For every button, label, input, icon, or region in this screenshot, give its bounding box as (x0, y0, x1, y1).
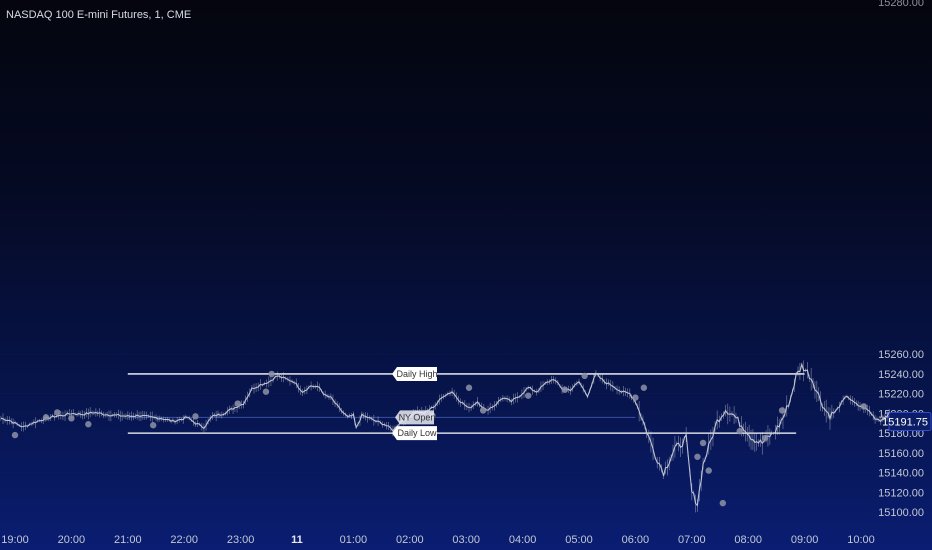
marker-dot (68, 415, 75, 422)
marker-dot (234, 400, 241, 407)
time-tick-label: 01:00 (340, 534, 368, 546)
current-price-tag (888, 412, 932, 432)
marker-dot (719, 499, 727, 507)
price-tick-label: 15160.00 (878, 448, 924, 460)
marker-dot (11, 431, 19, 439)
level-lines (127, 373, 805, 434)
price-tick-label: 15260.00 (878, 349, 924, 361)
markers (11, 370, 868, 507)
level-tag: Daily High (392, 366, 438, 381)
time-tick-label: 22:00 (170, 534, 198, 546)
marker-dot (85, 421, 92, 428)
level-tags: Daily High NY Open Daily Low (392, 366, 438, 441)
marker-dot (525, 392, 532, 399)
price-tick-label: 15100.00 (878, 507, 924, 519)
level-tag-label: Daily High (396, 369, 437, 379)
time-tick-label: 23:00 (227, 534, 255, 546)
time-tick-label: 21:00 (114, 534, 142, 546)
marker-dot (192, 413, 199, 420)
level-tag: NY Open (395, 410, 436, 425)
marker-dot (262, 388, 270, 395)
marker-dot (778, 407, 786, 414)
time-tick-label: 09:00 (791, 534, 819, 546)
time-tick-label: 04:00 (509, 534, 537, 546)
time-tick-label: 06:00 (622, 534, 650, 546)
level-tag-box (392, 426, 437, 441)
marker-dot (581, 372, 588, 380)
price-tick-label: 15140.00 (878, 468, 924, 480)
time-tick-label: 03:00 (452, 534, 480, 546)
marker-dot (561, 386, 569, 393)
marker-dot (479, 407, 487, 414)
marker-dot (149, 422, 157, 429)
level-tag-box (395, 410, 434, 425)
marker-dot (699, 439, 707, 447)
marker-dot (860, 403, 868, 410)
level-tag: Daily Low (392, 426, 437, 441)
time-tick-label: 08:00 (734, 534, 762, 546)
price-tick-label: 15220.00 (878, 389, 924, 401)
marker-dot (761, 434, 769, 442)
marker-dot (705, 467, 712, 474)
time-tick-label: 05:00 (565, 534, 593, 546)
price-tick-label: 15120.00 (878, 487, 924, 499)
marker-dot (640, 384, 648, 391)
marker-dot (54, 409, 61, 416)
level-tag-label: NY Open (399, 412, 436, 422)
time-tick-label: 11 (291, 534, 303, 546)
marker-dot (465, 384, 473, 391)
marker-dot (632, 394, 639, 401)
time-tick-label: 20:00 (58, 534, 86, 546)
marker-dot (694, 453, 701, 460)
marker-dot (268, 370, 275, 378)
current-price-label: 15191.75 (882, 417, 928, 429)
time-axis[interactable]: 19:00 20:00 21:00 22:00 23:00 11 01:00 02:00 03:… (1, 534, 875, 546)
time-tick-label: 19:00 (1, 534, 29, 546)
current-price-group: 15191.75 (882, 412, 932, 432)
time-tick-label: 07:00 (678, 534, 706, 546)
price-line (0, 362, 896, 507)
level-tag-label: Daily Low (397, 428, 437, 438)
level-tag-box (392, 366, 437, 381)
time-tick-label: 02:00 (396, 534, 424, 546)
price-tick-label-top: 15280.00 (878, 0, 924, 9)
time-tick-label: 10:00 (847, 534, 875, 546)
price-series (0, 360, 896, 513)
price-tick-label: 15180.00 (878, 428, 924, 440)
marker-dot (736, 427, 743, 435)
chart-title: NASDAQ 100 E-mini Futures, 1, CME (6, 9, 192, 21)
marker-dot (42, 414, 50, 421)
price-tick-label: 15240.00 (878, 369, 924, 381)
price-axis[interactable]: 15260.0015240.0015220.0015200.0015180.00… (878, 0, 924, 519)
